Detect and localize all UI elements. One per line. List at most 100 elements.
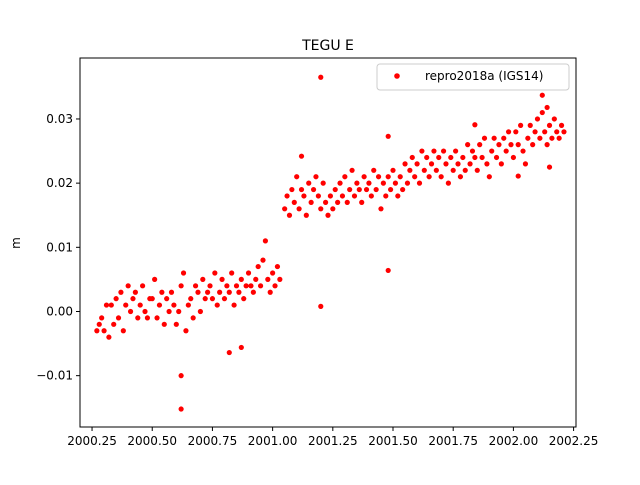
data-point [262,238,268,244]
data-point [132,289,138,295]
data-point [166,308,172,315]
data-point [296,206,302,212]
data-point [142,308,148,315]
data-point [96,321,102,327]
data-point [120,328,126,334]
data-point [515,173,521,179]
data-point [188,296,194,302]
data-point [219,276,225,282]
data-point [525,135,531,141]
data-point [407,167,413,173]
data-point [137,302,143,308]
data-point [327,193,334,199]
data-point [472,122,478,128]
data-point [310,186,317,193]
data-point [176,308,182,315]
data-point [306,180,312,186]
data-point [409,154,415,161]
data-point [402,161,408,167]
data-point [335,199,341,205]
data-point [428,161,435,167]
data-point [503,148,509,154]
data-point [534,116,541,122]
data-point [178,373,184,379]
data-point [238,344,244,351]
data-point [197,308,203,315]
data-point [546,122,553,128]
x-tick-label: 2002.00 [489,434,539,448]
x-tick-label: 2002.25 [549,434,599,448]
data-point [298,186,305,193]
data-point [479,154,485,161]
data-point [385,267,391,274]
data-point [385,133,391,139]
data-point [395,193,401,199]
data-point [465,142,471,148]
data-point [505,129,512,135]
data-point [298,153,305,159]
data-point [318,74,324,80]
data-point [383,193,389,199]
data-point [496,142,502,148]
data-point [180,270,187,276]
data-point [226,289,232,295]
data-point [390,167,396,173]
data-point [356,186,362,193]
data-point [373,186,379,193]
data-point [192,283,199,289]
data-point [236,289,242,295]
data-point [205,289,211,295]
data-point [156,302,163,308]
x-tick-label: 2000.75 [188,434,238,448]
data-point [392,180,399,186]
data-point [178,406,184,412]
data-point [154,315,160,321]
data-point [546,164,553,170]
data-point [508,142,514,148]
data-point [472,154,478,161]
data-point [513,129,519,135]
data-point [289,186,295,193]
axis-ticks: 2000.25 2000.50 2000.75 2001.00 2001.25 2001.… [36,112,598,448]
data-point [354,180,360,186]
data-point [224,283,230,289]
data-point [207,283,213,289]
data-point [250,289,256,295]
data-point [108,302,114,308]
data-point [318,206,324,212]
data-point [274,263,281,270]
data-point [212,270,218,276]
data-point [544,142,550,148]
x-tick-label: 2001.00 [248,434,298,448]
data-point [127,308,134,315]
data-point [448,154,454,161]
data-point [337,180,343,186]
data-point [214,302,220,308]
data-point [440,148,447,154]
data-point [123,302,129,308]
data-point [325,212,331,218]
data-point [518,122,524,128]
data-point [286,212,293,218]
data-point [558,122,565,128]
data-point [113,296,119,302]
y-tick-label: 0.03 [46,112,73,126]
data-point [229,270,235,276]
data-point [453,148,459,154]
data-point [462,167,468,173]
data-point [173,321,179,327]
data-point [378,206,384,212]
data-point [368,193,374,199]
data-point [152,276,158,282]
data-point [233,283,240,289]
data-point [284,193,290,199]
data-point [412,174,418,180]
legend-marker [394,73,400,79]
data-point [115,315,122,321]
data-point [303,212,309,218]
data-point [277,276,283,282]
data-point [111,321,117,327]
data-point [486,174,492,180]
data-point [443,161,449,167]
data-point [248,283,254,289]
